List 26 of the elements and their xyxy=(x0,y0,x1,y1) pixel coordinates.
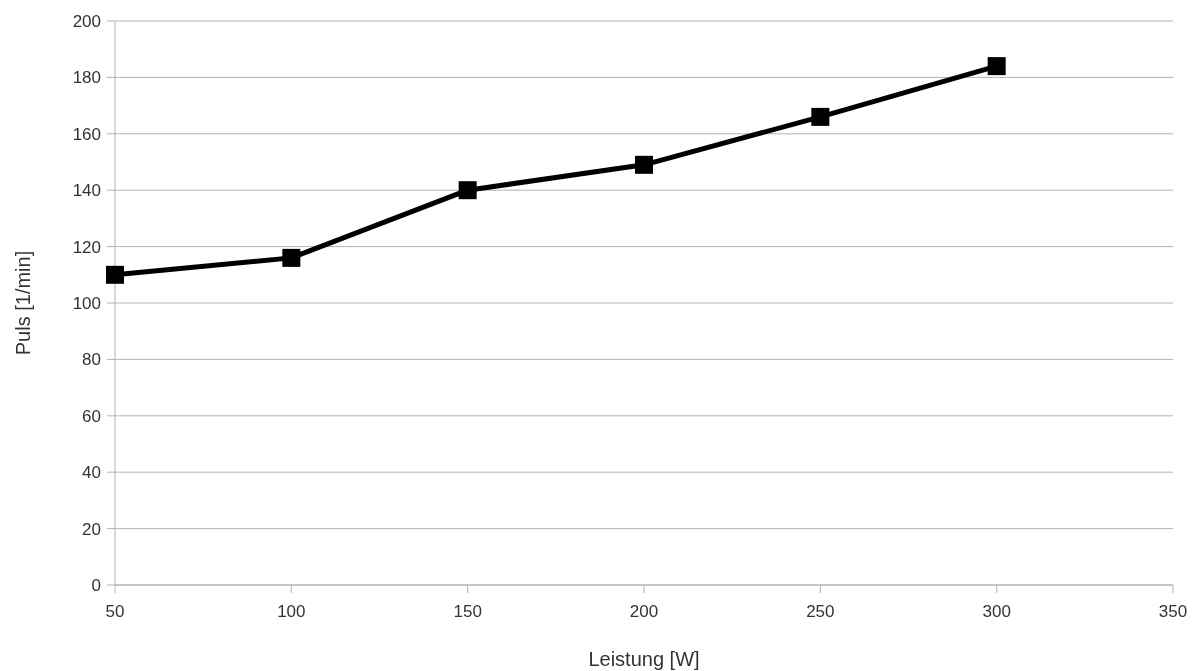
y-tick-label: 180 xyxy=(72,68,101,88)
y-tick-label: 0 xyxy=(91,575,101,595)
y-tick-label: 20 xyxy=(82,519,101,539)
x-tick-label: 150 xyxy=(453,602,482,621)
y-tick-label: 160 xyxy=(72,124,101,144)
x-tick-label: 200 xyxy=(629,602,659,621)
y-tick-label: 140 xyxy=(72,181,101,201)
x-tick-label: 100 xyxy=(277,602,306,621)
y-tick-label: 200 xyxy=(72,11,101,31)
x-tick-label: 250 xyxy=(806,602,835,621)
x-tick-label: 50 xyxy=(105,602,125,621)
point xyxy=(282,248,301,267)
point xyxy=(635,155,653,174)
point xyxy=(106,265,124,284)
point xyxy=(811,107,830,126)
y-tick-label: 80 xyxy=(82,350,101,370)
y-tick-label: 120 xyxy=(72,237,101,257)
y-tick-label: 60 xyxy=(82,406,101,426)
x-axis-title: Leistung [W] xyxy=(588,648,700,670)
point xyxy=(987,57,1006,76)
y-tick-label: 40 xyxy=(82,463,101,483)
y-axis-title: Puls [1/min] xyxy=(12,250,34,356)
x-tick-label: 300 xyxy=(982,602,1011,621)
y-tick-label: 100 xyxy=(72,293,101,313)
point xyxy=(458,181,477,200)
x-tick-label: 350 xyxy=(1158,602,1188,621)
